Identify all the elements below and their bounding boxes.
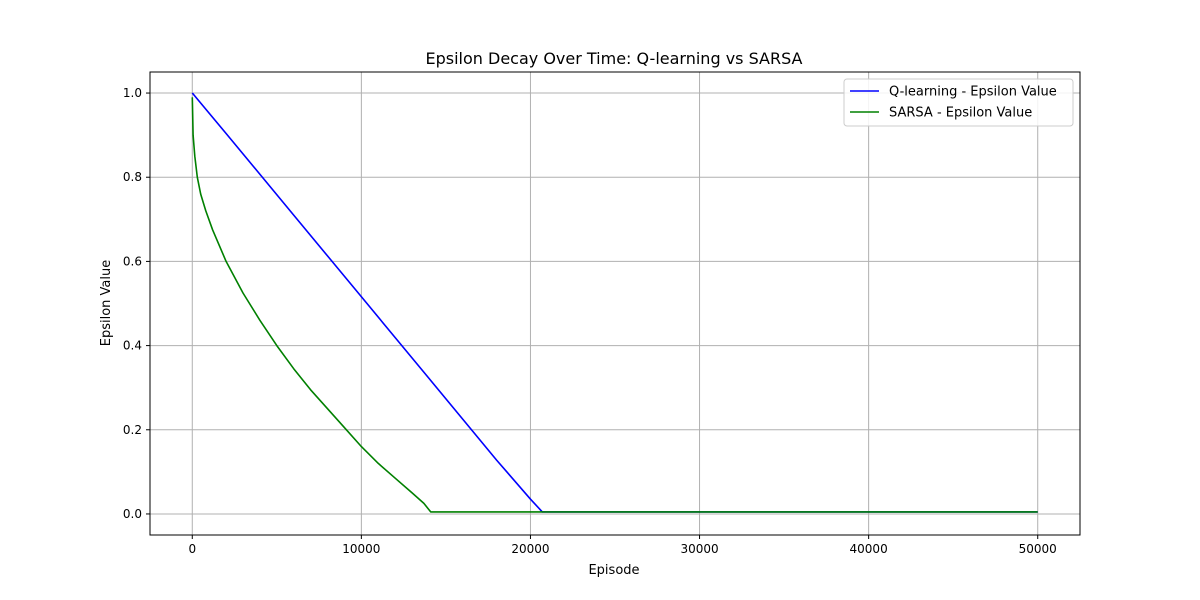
sarsa-epsilon-value-line — [191, 97, 1038, 513]
sarsa-epsilon-value-legend-label: SARSA - Epsilon Value — [889, 106, 1032, 121]
x-tick-label: 20000 — [511, 542, 549, 556]
y-tick-label: 0.0 — [123, 507, 142, 521]
y-tick-label: 0.4 — [123, 339, 142, 353]
x-axis-label: Episode — [588, 563, 639, 578]
legend-box — [843, 78, 1074, 127]
y-axis-label: Epsilon Value — [99, 260, 114, 347]
y-axis-ticks: 0.0 0.2 0.4 0.6 0.8 1.0 — [123, 86, 150, 521]
q-learning-epsilon-value-legend-label: Q-learning - Epsilon Value — [889, 85, 1057, 100]
y-tick-label: 0.6 — [123, 254, 142, 268]
grid-lines — [150, 72, 1080, 535]
legend: Q-learning - Epsilon Value SARSA - Epsilo… — [843, 78, 1074, 127]
y-tick-label: 1.0 — [123, 86, 142, 100]
x-tick-label: 30000 — [680, 542, 718, 556]
x-tick-label: 50000 — [1019, 542, 1057, 556]
y-tick-label: 0.8 — [123, 170, 142, 184]
y-tick-label: 0.2 — [123, 423, 142, 437]
plot-frame — [149, 71, 1081, 536]
x-tick-label: 40000 — [850, 542, 888, 556]
plot-area — [191, 92, 1038, 513]
x-axis-ticks: 0 10000 20000 30000 40000 50000 — [188, 535, 1057, 556]
chart-title: Epsilon Decay Over Time: Q-learning vs S… — [425, 49, 802, 68]
x-tick-label: 0 — [188, 542, 196, 556]
x-tick-label: 10000 — [342, 542, 380, 556]
q-learning-epsilon-value-line — [191, 92, 1038, 513]
